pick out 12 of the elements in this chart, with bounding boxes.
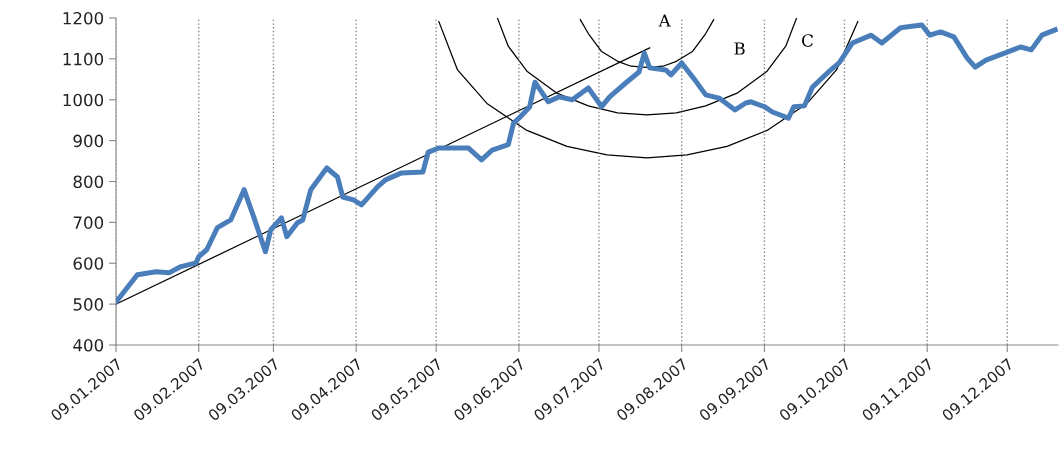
y-tick-label: 400 [73, 338, 104, 352]
annotation: A [658, 14, 671, 27]
y-tick-label: 600 [73, 257, 104, 270]
annotation: C [802, 34, 813, 47]
y-tick-label: 700 [73, 216, 104, 229]
y-tick-label: 1000 [63, 93, 104, 107]
y-tick-label: 500 [73, 298, 104, 311]
y-tick-label: 1200 [63, 11, 104, 25]
y-tick-label: 1100 [63, 52, 104, 66]
y-tick-label: 800 [73, 175, 104, 189]
annotation: B [734, 42, 745, 55]
y-tick-label: 900 [73, 134, 104, 148]
